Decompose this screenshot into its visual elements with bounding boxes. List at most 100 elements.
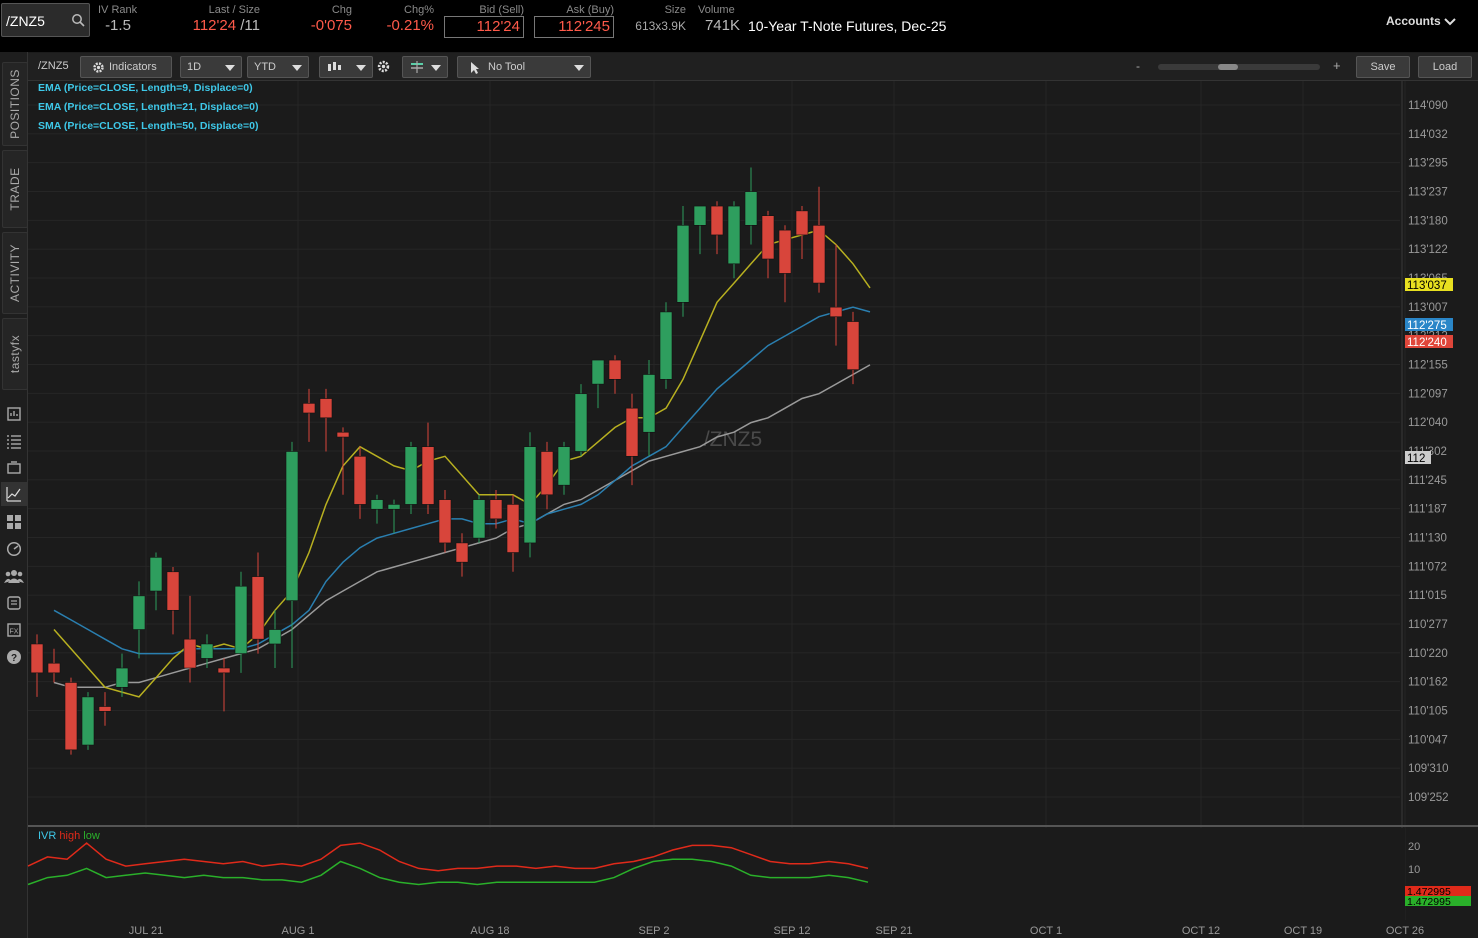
load-button[interactable]: Load — [1418, 56, 1472, 78]
gauge-icon[interactable] — [6, 541, 22, 557]
candle-body — [30, 643, 44, 674]
zoom-slider-handle[interactable] — [1218, 64, 1238, 70]
chart-tab-active[interactable] — [1, 482, 27, 506]
candle-body — [557, 446, 571, 486]
chart-icon[interactable] — [6, 486, 22, 502]
tab-trade[interactable]: TRADE — [2, 150, 28, 228]
candle-body — [285, 451, 299, 601]
list-icon[interactable] — [6, 433, 22, 449]
candle-body — [659, 311, 673, 380]
price-tag — [1405, 451, 1431, 464]
price-tick-label: 112'097 — [1408, 388, 1448, 400]
quote-chg: Chg -0'075 — [310, 4, 352, 34]
price-tick-label: 110'220 — [1408, 648, 1448, 660]
tab-tastyfx[interactable]: tastyfx — [2, 318, 28, 390]
community-icon[interactable] — [4, 568, 24, 584]
candle-body — [761, 215, 775, 260]
price-tag-label: 112'275 — [1407, 320, 1447, 332]
quote-chg-pct: Chg% -0.21% — [386, 4, 434, 34]
candle-body — [404, 446, 418, 505]
quote-bar: /ZNZ5 IV Rank -1.5 Last / Size 112'24 /1… — [0, 0, 1478, 52]
cursor-icon — [471, 62, 479, 74]
indicators-button[interactable]: Indicators — [80, 56, 172, 78]
ask-buy-button[interactable]: Ask (Buy) 112'245 — [532, 4, 614, 38]
candle-body — [693, 205, 707, 226]
price-tick-label: 112'155 — [1408, 360, 1448, 372]
price-tick-label: 114'090 — [1408, 100, 1448, 112]
candle-body — [812, 225, 826, 284]
tab-positions[interactable]: POSITIONS — [2, 62, 28, 146]
candle-body — [829, 306, 843, 318]
price-tick-label: 111'130 — [1408, 533, 1447, 545]
news-icon[interactable] — [6, 595, 22, 611]
price-tick-label: 109'310 — [1408, 763, 1449, 775]
candle-body — [234, 585, 248, 654]
ivr-high-line — [27, 842, 869, 872]
indicator-ema9-label[interactable]: EMA (Price=CLOSE, Length=9, Displace=0) — [38, 82, 253, 94]
date-tick-label: OCT 26 — [1386, 925, 1424, 937]
price-tick-label: 114'032 — [1408, 129, 1448, 141]
statement-icon[interactable] — [6, 406, 22, 422]
ivr-legend: IVR high low — [38, 830, 100, 842]
candle-body — [183, 638, 197, 669]
indicator-ema21-label[interactable]: EMA (Price=CLOSE, Length=21, Displace=0) — [38, 101, 259, 113]
chevron-down-icon — [431, 65, 441, 71]
help-icon[interactable]: ? — [6, 649, 22, 665]
settings-icon — [93, 62, 104, 73]
candle-body — [608, 359, 622, 380]
chart-type-select[interactable] — [319, 56, 373, 78]
price-tick-label: 110'105 — [1408, 706, 1448, 718]
price-tick-label: 111'015 — [1408, 590, 1447, 602]
candle-body — [574, 393, 588, 452]
range-select[interactable]: YTD — [247, 56, 309, 78]
accounts-menu[interactable]: Accounts — [1386, 14, 1456, 28]
tab-activity[interactable]: ACTIVITY — [2, 232, 28, 314]
price-tick-label: 111'072 — [1408, 561, 1447, 573]
price-tick-label: 113'295 — [1408, 158, 1448, 170]
candle-body — [200, 643, 214, 659]
grid-icon[interactable] — [6, 514, 22, 530]
ivr-low-tag-label: 1.472995 — [1407, 896, 1451, 908]
candle-body — [166, 571, 180, 611]
candle-body — [625, 407, 639, 457]
candle-body — [591, 359, 605, 385]
ivr-high-tag — [1405, 886, 1471, 896]
monitor-icon[interactable] — [6, 460, 22, 476]
price-tick-label: 113'180 — [1408, 215, 1448, 227]
candle-body — [81, 696, 95, 746]
zoom-slider[interactable] — [1158, 64, 1320, 70]
drawing-tool-select[interactable]: No Tool — [457, 56, 591, 78]
date-tick-label: SEP 21 — [875, 925, 912, 937]
symbol-input[interactable]: /ZNZ5 — [1, 3, 90, 37]
fx-icon[interactable]: FX — [6, 622, 22, 638]
candle-body — [472, 499, 486, 539]
save-button[interactable]: Save — [1356, 56, 1410, 78]
date-tick-label: OCT 19 — [1284, 925, 1322, 937]
quote-last-size: Last / Size 112'24 /11 — [192, 4, 260, 34]
date-tick-label: SEP 12 — [773, 925, 810, 937]
style-icon — [411, 61, 423, 73]
zoom-in-button[interactable]: + — [1333, 58, 1341, 73]
price-tick-label: 111'187 — [1408, 504, 1447, 516]
bid-sell-button[interactable]: Bid (Sell) 112'24 — [442, 4, 524, 38]
date-tick-label: OCT 1 — [1030, 925, 1062, 937]
search-icon[interactable] — [71, 13, 85, 27]
indicator-sma50-label[interactable]: SMA (Price=CLOSE, Length=50, Displace=0) — [38, 120, 259, 132]
ivr-low-tag — [1405, 896, 1471, 906]
price-tag — [1405, 335, 1453, 348]
quote-volume: Volume 741K — [698, 4, 740, 34]
drawing-style-select[interactable] — [402, 56, 448, 78]
candle-body — [540, 451, 554, 496]
candle-body — [149, 557, 163, 592]
candlestick-icon — [328, 62, 341, 71]
gear-icon[interactable] — [376, 59, 391, 74]
interval-select[interactable]: 1D — [180, 56, 242, 78]
price-tick-label: 113'122 — [1408, 244, 1448, 256]
zoom-out-button[interactable]: - — [1136, 59, 1140, 73]
candle-body — [846, 321, 860, 370]
candle-body — [370, 499, 384, 510]
candle-body — [744, 191, 758, 226]
candle-body — [455, 542, 469, 563]
candle-body — [302, 403, 316, 414]
